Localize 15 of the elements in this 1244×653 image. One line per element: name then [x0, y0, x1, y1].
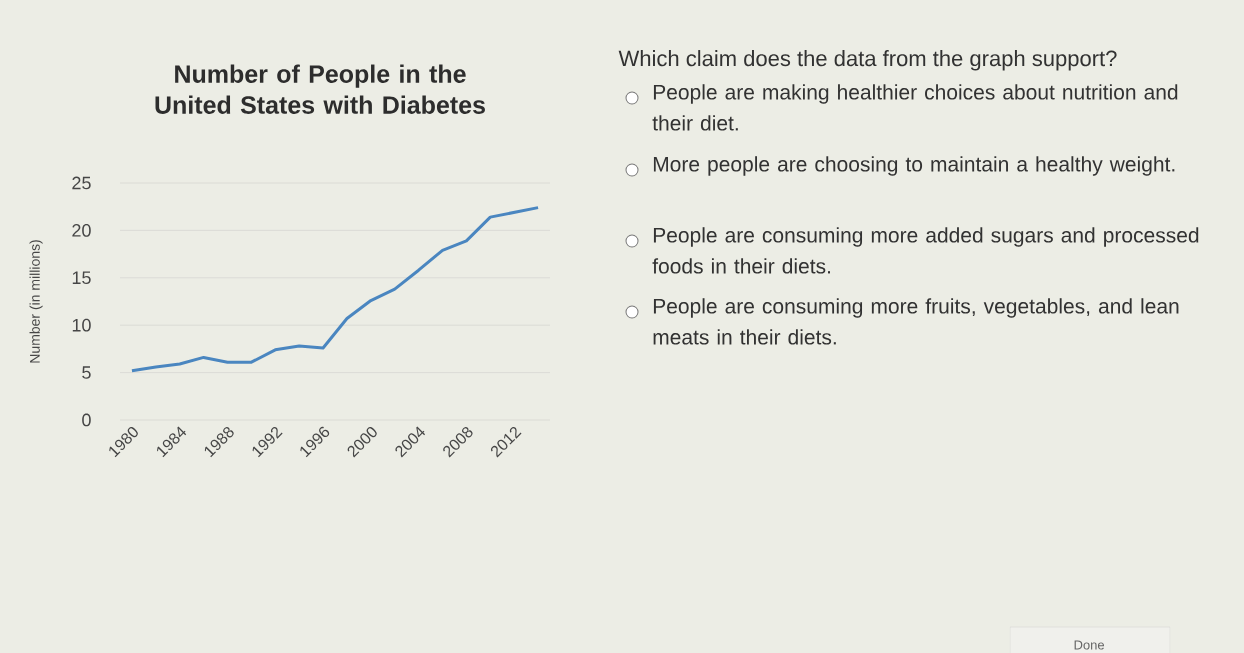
- y-axis-title: Number (in millions): [29, 240, 43, 363]
- text: More people are choosing to maintain a healthy weight.: [653, 156, 1175, 176]
- y-tick-label: 20: [72, 224, 91, 237]
- text: People are consuming more fruits, vegetables, and lean meats in their diets.: [653, 298, 1179, 345]
- line-series: [130, 206, 540, 373]
- text: People are consuming more added sugars and processed foods in their diets.: [652, 227, 1199, 274]
- y-tick-label: 15: [72, 271, 91, 285]
- y-tick-label: 10: [72, 318, 91, 332]
- y-tick-label: 5: [82, 366, 91, 379]
- text: Which claim does the data from the graph support?: [618, 50, 1117, 71]
- text: Done: [1074, 640, 1105, 650]
- text: People are making healthier choices about nutrition and their diet.: [652, 84, 1178, 131]
- chart-title: Number of People in the United States with Diabetes: [155, 64, 485, 114]
- y-tick-label: 0: [82, 413, 91, 427]
- y-tick-label: 25: [72, 176, 91, 190]
